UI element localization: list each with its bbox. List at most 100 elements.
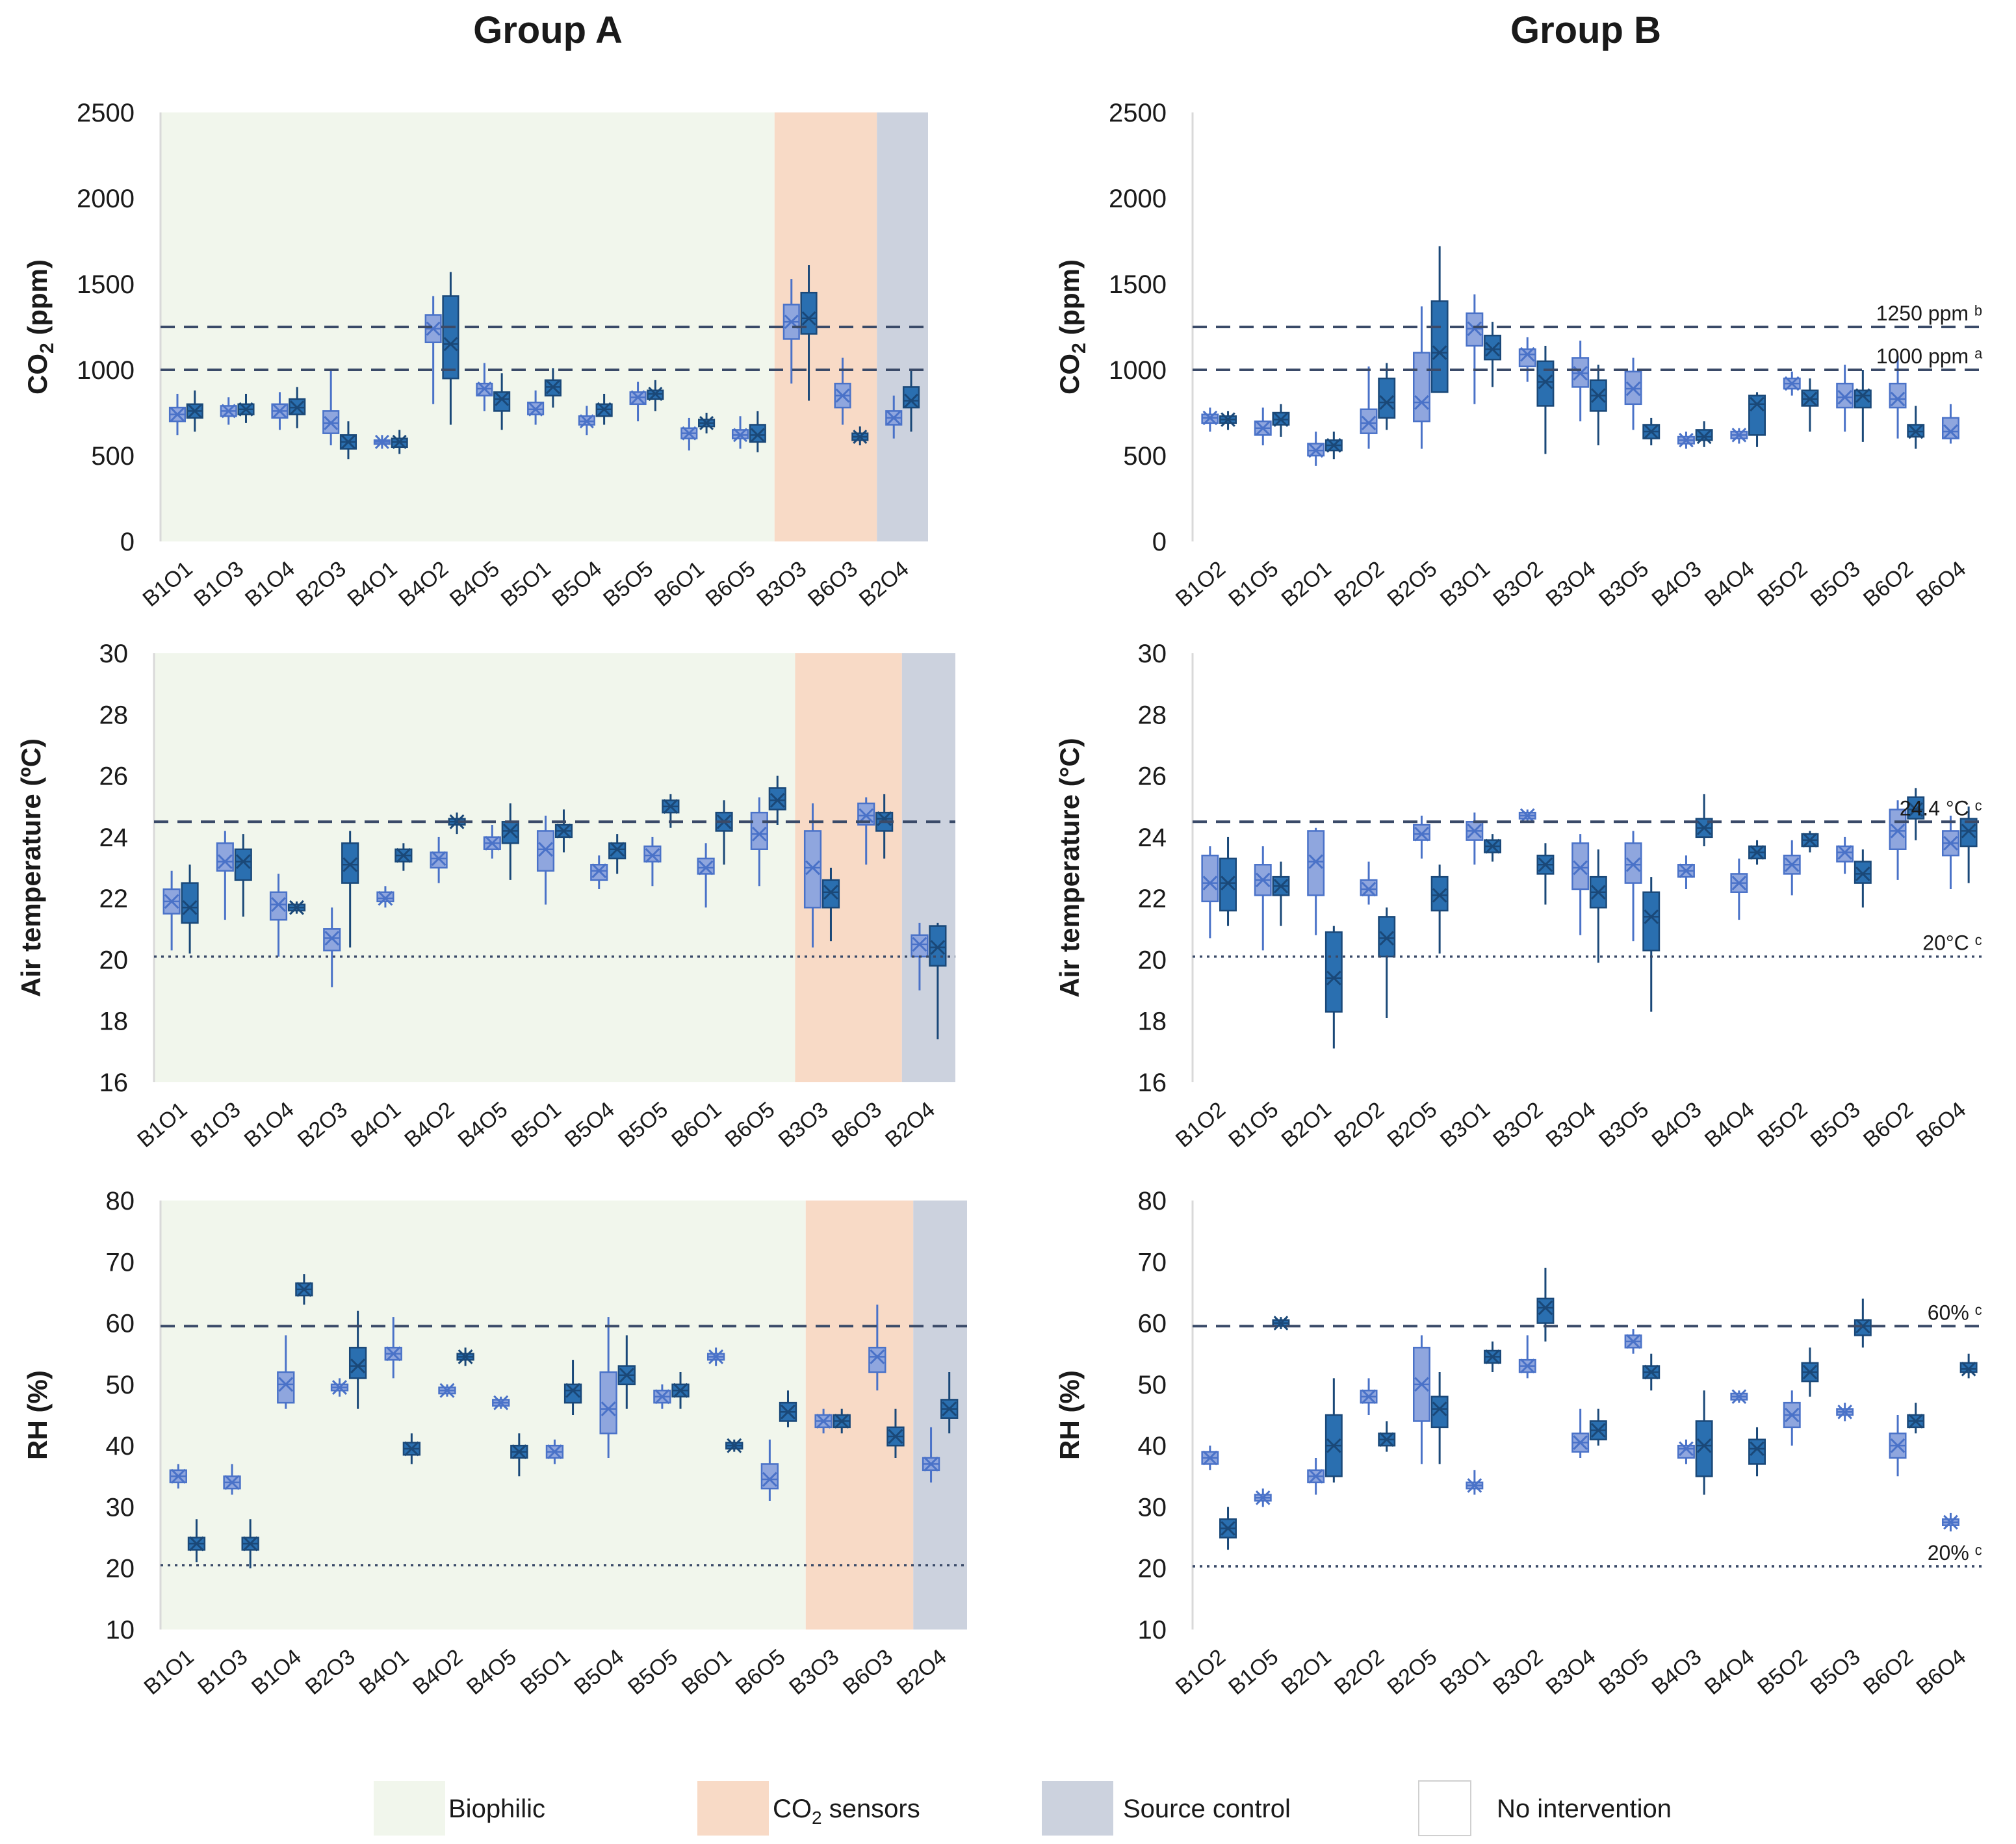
- x-tick-label-b5o4: B5O4: [569, 1644, 628, 1700]
- mean-marker: [385, 1346, 401, 1362]
- box-b4o4-light: [1730, 858, 1748, 920]
- mean-marker: [663, 799, 678, 814]
- mean-marker: [1855, 866, 1870, 881]
- y-axis-label-sub: 2: [36, 343, 58, 354]
- box-b4o4-light: [1730, 1389, 1748, 1405]
- y-tick-label: 70: [1138, 1248, 1167, 1277]
- mean-marker: [556, 824, 571, 838]
- legend-swatch-no-intervention: [1418, 1780, 1471, 1836]
- box-b6o2-light: [1889, 356, 1907, 439]
- box-b3o4-light: [1571, 1409, 1590, 1458]
- mean-marker: [801, 311, 816, 326]
- y-tick-label: 50: [1138, 1371, 1167, 1399]
- box-b1o2-light: [1201, 408, 1219, 432]
- box-body: [1854, 389, 1872, 409]
- mean-marker: [610, 842, 625, 857]
- mean-marker: [930, 940, 946, 955]
- box-b4o4-dark: [1748, 1427, 1766, 1477]
- mean-marker: [1326, 970, 1341, 986]
- box-body: [442, 295, 459, 380]
- x-tick-label-b4o2: B4O2: [408, 1644, 467, 1700]
- x-tick-label-b4o2: B4O2: [394, 556, 453, 612]
- mean-marker: [673, 1383, 688, 1398]
- x-tick-label-b2o4: B2O4: [881, 1097, 940, 1152]
- box-b5o1-light: [536, 815, 555, 905]
- box-b5o2-dark: [1801, 378, 1819, 432]
- x-tick-label-b1o2: B1O2: [1171, 1644, 1230, 1700]
- mean-marker: [619, 1368, 634, 1383]
- box-b2o2-dark: [1378, 363, 1396, 430]
- box-body: [277, 1371, 295, 1404]
- box-b6o5-dark: [779, 1390, 797, 1427]
- mean-marker: [904, 393, 919, 408]
- box-body: [1942, 417, 1959, 439]
- box-b4o2-light: [424, 296, 442, 404]
- y-tick-label: 1000: [1109, 356, 1167, 385]
- group-a-title: Group A: [473, 9, 623, 51]
- y-tick-label: 500: [1123, 442, 1167, 471]
- box-b3o2-dark: [1536, 346, 1555, 454]
- mean-marker: [1908, 424, 1924, 439]
- box-b5o1-dark: [554, 809, 573, 853]
- y-tick-label: 60: [106, 1310, 135, 1338]
- box-body: [821, 879, 840, 909]
- mean-marker: [1326, 437, 1341, 453]
- box-b6o4-dark: [1959, 1353, 1978, 1379]
- y-tick-label: 22: [99, 885, 129, 913]
- box-body: [181, 882, 199, 924]
- x-tick-label-b2o3: B2O3: [293, 1097, 352, 1152]
- mean-marker: [1467, 824, 1482, 838]
- mean-marker: [217, 854, 233, 869]
- mean-marker: [1750, 396, 1764, 412]
- box-b4o4-light: [1730, 428, 1748, 444]
- legend-label-no-intervention: No intervention: [1497, 1795, 1672, 1823]
- box-b1o2-light: [1201, 1446, 1219, 1470]
- box-b3o1-dark: [1484, 834, 1501, 862]
- legend-label-biophilic: Biophilic: [448, 1795, 545, 1823]
- mean-marker: [1414, 395, 1429, 410]
- mean-marker: [538, 842, 553, 857]
- box-b2o2-dark: [1378, 907, 1396, 1018]
- x-tick-label-b3o1: B3O1: [1436, 1097, 1495, 1152]
- box-b1o2-dark: [1219, 411, 1237, 430]
- mean-marker: [1591, 1423, 1606, 1438]
- y-axis-label: RH (%): [22, 1370, 53, 1460]
- box-body: [1854, 1319, 1872, 1336]
- y-tick-label: 24: [99, 824, 129, 852]
- mean-marker: [341, 434, 355, 449]
- legend-label-co2-sensors: CO2 sensors: [773, 1795, 920, 1828]
- mean-marker: [1221, 412, 1235, 427]
- box-b1o5-light: [1254, 1488, 1272, 1507]
- box-b5o5-dark: [647, 380, 664, 411]
- box-b1o5-light: [1254, 408, 1272, 446]
- box-body: [341, 842, 359, 884]
- box-b4o3-light: [1677, 855, 1695, 889]
- mean-marker: [645, 848, 660, 863]
- box-b3o5-dark: [1642, 1353, 1661, 1391]
- x-tick-label-b3o5: B3O5: [1594, 1097, 1653, 1152]
- mean-marker: [924, 1456, 939, 1472]
- box-b3o2-dark: [1536, 843, 1555, 905]
- box-b6o5-light: [750, 797, 768, 887]
- x-tick-label-b2o1: B2O1: [1277, 1644, 1336, 1700]
- y-tick-label: 30: [106, 1493, 135, 1522]
- mean-marker: [1750, 845, 1764, 860]
- box-b1o3-dark: [237, 393, 255, 423]
- box-b3o3-light: [782, 279, 800, 384]
- mean-marker: [1591, 388, 1606, 403]
- mean-marker: [1679, 432, 1694, 448]
- x-tick-label-b2o3: B2O3: [292, 556, 351, 612]
- x-tick-label-b5o2: B5O2: [1753, 1644, 1812, 1700]
- mean-marker: [1485, 838, 1500, 854]
- mean-marker: [1361, 1389, 1376, 1405]
- box-b5o5-light: [653, 1384, 671, 1409]
- x-tick-label-b2o5: B2O5: [1382, 1644, 1441, 1700]
- mean-marker: [296, 1282, 312, 1297]
- y-tick-label: 28: [99, 701, 129, 729]
- box-b1o4-light: [271, 392, 289, 430]
- y-axis-label-rest: (ppm): [1054, 259, 1085, 343]
- mean-marker: [1784, 376, 1800, 391]
- mean-marker: [1467, 321, 1482, 336]
- mean-marker: [1837, 389, 1852, 405]
